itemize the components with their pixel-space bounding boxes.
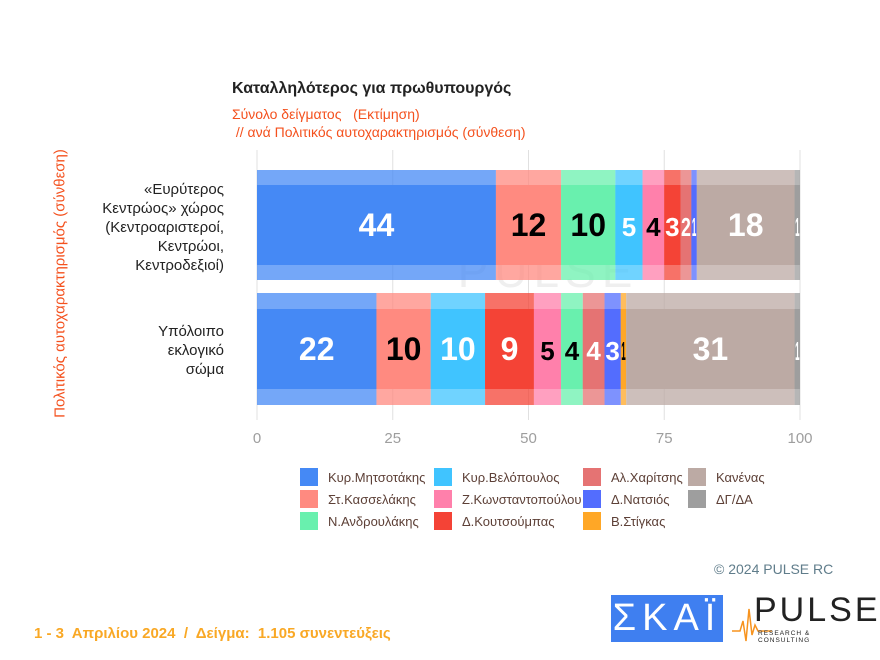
chart-subtitle-2: // ανά Πολιτικός αυτοχαρακτηρισμός (σύνθ… (232, 124, 526, 140)
cat-line: Υπόλοιπο (158, 323, 224, 340)
legend-label: Δ.Κουτσούμπας (462, 513, 555, 529)
data-label: 9 (501, 331, 519, 367)
bar-segment (680, 185, 692, 265)
chart-title: Καταλληλότερος για πρωθυπουργός (232, 80, 512, 97)
legend-label: ΔΓ/ΔΑ (716, 491, 753, 507)
legend-swatch (300, 490, 318, 508)
copyright: © 2024 PULSE RC (714, 561, 834, 577)
data-label: 4 (565, 336, 580, 366)
legend-swatch (688, 490, 706, 508)
legend-item: Β.Στίγκας (583, 512, 665, 530)
data-label: 4 (586, 336, 601, 366)
data-label: 2 (681, 212, 691, 242)
legend-label: Β.Στίγκας (611, 513, 666, 529)
data-label: 1 (621, 336, 625, 366)
data-label: 3 (665, 212, 679, 242)
bar-segment (691, 185, 697, 265)
x-tick-label: 100 (787, 430, 812, 447)
legend-item: Δ.Κουτσούμπας (434, 512, 555, 530)
bar-segment (495, 185, 562, 265)
legend-label: Κυρ.Μητσοτάκης (328, 469, 426, 485)
category-label-0: «Ευρύτερος Κεντρώος» χώρος (Κεντροαριστε… (74, 180, 224, 275)
bar-segment (615, 185, 643, 265)
data-label: 18 (728, 207, 764, 243)
cat-line: (Κεντροαριστεροί, (105, 219, 224, 236)
legend-item: ΔΓ/ΔΑ (688, 490, 753, 508)
data-label: 10 (386, 331, 422, 367)
legend-item: Ζ.Κωνσταντοπούλου (434, 490, 581, 508)
cat-line: Κεντρώος» χώρος (102, 200, 224, 217)
legend-label: Ζ.Κωνσταντοπούλου (462, 491, 582, 507)
data-label: 10 (570, 207, 606, 243)
legend-item: Κυρ.Μητσοτάκης (300, 468, 425, 486)
bar-segment (794, 309, 800, 389)
bar-segment (604, 309, 621, 389)
legend-label: Στ.Κασσελάκης (328, 491, 416, 507)
legend-swatch (434, 512, 452, 530)
data-label: 1 (795, 212, 799, 242)
legend-item: Κυρ.Βελόπουλος (434, 468, 560, 486)
data-label: 10 (440, 331, 476, 367)
legend-swatch (583, 490, 601, 508)
bar-segment (626, 309, 795, 389)
cat-line: «Ευρύτερος (143, 181, 224, 198)
data-label: 1 (795, 336, 799, 366)
data-label: 44 (359, 207, 395, 243)
x-tick-label: 0 (253, 430, 261, 447)
bar-segment (533, 309, 562, 389)
bar-segment (642, 185, 665, 265)
data-label: 5 (540, 336, 554, 366)
footer-sample-info: 1 - 3 Απριλίου 2024 / Δείγμα: 1.105 συνε… (34, 625, 391, 642)
legend-label: Ν.Ανδρουλάκης (328, 513, 419, 529)
data-label: 31 (693, 331, 729, 367)
category-label-1: Υπόλοιπο εκλογικό σώμα (74, 322, 224, 379)
skai-logo: ΣΚΑΪ (611, 595, 723, 642)
legend-item: Δ.Νατσιός (583, 490, 670, 508)
legend-swatch (688, 468, 706, 486)
data-label: 3 (605, 336, 619, 366)
pulse-logo: PULSE RESEARCH & CONSULTING (732, 591, 878, 645)
x-tick-label: 50 (520, 430, 537, 447)
bar-segment (620, 309, 627, 389)
cat-line: Κεντροδεξιοί) (135, 257, 224, 274)
bar-segment (561, 309, 583, 389)
legend-swatch (300, 512, 318, 530)
legend-item: Αλ.Χαρίτσης (583, 468, 683, 486)
legend-label: Κυρ.Βελόπουλος (462, 469, 560, 485)
x-tick-label: 75 (656, 430, 673, 447)
bar-segment (561, 185, 616, 265)
bar-segment (257, 185, 496, 265)
legend-item: Ν.Ανδρουλάκης (300, 512, 419, 530)
bar-segment (485, 309, 534, 389)
legend-label: Αλ.Χαρίτσης (611, 469, 683, 485)
legend-swatch (434, 468, 452, 486)
data-label: 12 (511, 207, 547, 243)
bar-segment (430, 309, 486, 389)
bar-segment (582, 309, 605, 389)
bar-segment (376, 309, 431, 389)
legend-item: Στ.Κασσελάκης (300, 490, 416, 508)
bar-segment (696, 185, 795, 265)
cat-line: σώμα (185, 361, 224, 378)
legend-item: Κανένας (688, 468, 765, 486)
data-label: 5 (622, 212, 636, 242)
legend-swatch (583, 468, 601, 486)
chart-subtitle: Σύνολο δείγματος (Εκτίμηση) (232, 106, 420, 122)
cat-line: Κεντρώοι, (157, 238, 224, 255)
bar-segment (664, 185, 681, 265)
bar-segment (257, 309, 377, 389)
data-label: 22 (299, 331, 335, 367)
data-label: 4 (646, 212, 661, 242)
bar-segment (794, 185, 800, 265)
legend-swatch (434, 490, 452, 508)
legend-label: Δ.Νατσιός (611, 491, 670, 507)
stacked-bar-chart: 0255075100PULSE4412105432118122101095443… (253, 150, 813, 447)
legend-swatch (583, 512, 601, 530)
legend-swatch (300, 468, 318, 486)
legend-label: Κανένας (716, 469, 765, 485)
x-tick-label: 25 (384, 430, 401, 447)
data-label: 1 (692, 212, 696, 242)
cat-line: εκλογικό (167, 342, 224, 359)
